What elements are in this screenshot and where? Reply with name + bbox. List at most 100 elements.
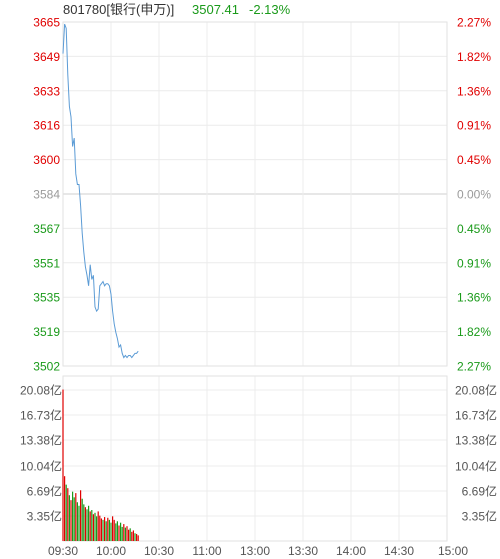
price-tick-label: 3584 xyxy=(33,188,60,202)
time-tick-label: 13:00 xyxy=(240,544,270,558)
price-line xyxy=(62,23,139,359)
volume-bar xyxy=(121,526,123,541)
volume-bar xyxy=(126,526,128,541)
pct-tick-label: 1.36% xyxy=(457,84,491,98)
volume-bar xyxy=(92,514,94,541)
pct-tick-label: 0.91% xyxy=(457,256,491,270)
volume-bar xyxy=(76,502,78,541)
pct-tick-label: 1.36% xyxy=(457,291,491,305)
volume-tick-label: 10.04亿 xyxy=(20,459,62,474)
volume-bar xyxy=(137,535,139,541)
volume-bar xyxy=(102,519,104,541)
volume-bar xyxy=(124,527,126,541)
pct-tick-label: 1.82% xyxy=(457,325,491,339)
volume-bar xyxy=(131,531,133,541)
volume-tick-label: 16.73亿 xyxy=(20,408,62,423)
volume-bar xyxy=(110,522,112,541)
volume-bar xyxy=(70,500,72,541)
time-tick-label: 09:30 xyxy=(48,544,78,558)
pct-tick-label: 0.45% xyxy=(457,153,491,167)
price-tick-label: 3633 xyxy=(33,84,60,98)
index-change-pct: -2.13% xyxy=(249,2,291,17)
left-axis: 3665 3649 3633 3616 3600 3584 3567 3551 3535 3519… xyxy=(20,16,62,524)
volume-bar xyxy=(96,516,98,541)
volume-tick-label: 3.35亿 xyxy=(27,509,62,524)
price-tick-label: 3502 xyxy=(33,360,60,374)
volume-bar xyxy=(120,522,122,541)
volume-tick-label-right: 13.38亿 xyxy=(455,433,497,448)
volume-bar xyxy=(89,511,91,541)
volume-bar xyxy=(78,505,80,541)
time-tick-label: 11:00 xyxy=(192,544,221,558)
volume-bar xyxy=(104,517,106,541)
grid xyxy=(62,21,448,542)
volume-tick-label-right: 6.69亿 xyxy=(462,484,497,499)
price-tick-label: 3649 xyxy=(33,50,60,64)
volume-bar xyxy=(84,507,86,541)
volume-bar xyxy=(62,389,64,541)
volume-tick-label-right: 3.35亿 xyxy=(462,509,497,524)
price-tick-label: 3551 xyxy=(33,256,60,270)
volume-bar xyxy=(112,516,114,541)
volume-bar xyxy=(68,495,70,541)
volume-bar xyxy=(65,484,67,541)
price-tick-label: 3665 xyxy=(33,16,60,30)
volume-tick-label-right: 16.73亿 xyxy=(455,408,497,423)
volume-bar xyxy=(81,498,83,541)
time-tick-label: 14:30 xyxy=(384,544,414,558)
header: 801780[银行(申万)] 3507.41 -2.13% xyxy=(63,2,291,17)
volume-bar xyxy=(116,521,118,541)
volume-bar xyxy=(105,521,107,541)
price-pane-frame xyxy=(62,21,448,367)
pct-tick-label: 2.27% xyxy=(457,16,491,30)
volume-tick-label: 20.08亿 xyxy=(20,383,62,398)
volume-bar xyxy=(118,525,120,541)
pct-tick-label: 0.00% xyxy=(457,188,491,202)
volume-bar xyxy=(97,511,99,541)
time-tick-label: 10:00 xyxy=(96,544,126,558)
time-tick-label: 13:30 xyxy=(288,544,318,558)
volume-bar xyxy=(72,491,74,541)
volume-bar xyxy=(134,533,136,541)
volume-bar xyxy=(108,519,110,541)
index-name: 801780[银行(申万)] xyxy=(63,2,174,17)
price-tick-label: 3519 xyxy=(33,325,60,339)
price-tick-label: 3535 xyxy=(33,291,60,305)
time-tick-label: 15:00 xyxy=(438,544,468,558)
index-price: 3507.41 xyxy=(192,2,239,17)
volume-bar xyxy=(67,488,69,541)
volume-tick-label: 6.69亿 xyxy=(27,484,62,499)
time-tick-label: 14:00 xyxy=(336,544,366,558)
volume-bar xyxy=(64,476,66,541)
volume-bar xyxy=(99,515,101,541)
volume-bar xyxy=(91,510,93,541)
volume-bar xyxy=(80,490,82,541)
price-tick-label: 3600 xyxy=(33,153,60,167)
time-tick-label: 10:30 xyxy=(144,544,174,558)
pct-tick-label: 0.45% xyxy=(457,222,491,236)
price-series xyxy=(62,23,139,359)
volume-bar xyxy=(88,505,90,541)
volume-bars xyxy=(62,389,139,541)
volume-bar xyxy=(136,533,138,541)
time-axis: 09:30 10:00 10:30 11:00 13:00 13:30 14:00 14:30… xyxy=(48,544,468,558)
volume-tick-label-right: 20.08亿 xyxy=(455,383,497,398)
price-tick-label: 3616 xyxy=(33,119,60,133)
right-axis: 2.27% 1.82% 1.36% 0.91% 0.45% 0.00% 0.45% 0.91%… xyxy=(455,16,497,524)
volume-tick-label-right: 10.04亿 xyxy=(455,459,497,474)
volume-bar xyxy=(73,497,75,541)
volume-bar xyxy=(100,518,102,541)
volume-bar xyxy=(132,530,134,541)
price-tick-label: 3567 xyxy=(33,222,60,236)
volume-bar xyxy=(83,504,85,541)
volume-bar xyxy=(128,529,130,541)
volume-tick-label: 13.38亿 xyxy=(20,433,62,448)
volume-bar xyxy=(115,523,117,541)
volume-bar xyxy=(86,509,88,541)
pct-tick-label: 2.27% xyxy=(457,360,491,374)
volume-bar xyxy=(113,519,115,541)
volume-bar xyxy=(123,524,125,541)
volume-bar xyxy=(107,517,109,541)
pct-tick-label: 1.82% xyxy=(457,50,491,64)
